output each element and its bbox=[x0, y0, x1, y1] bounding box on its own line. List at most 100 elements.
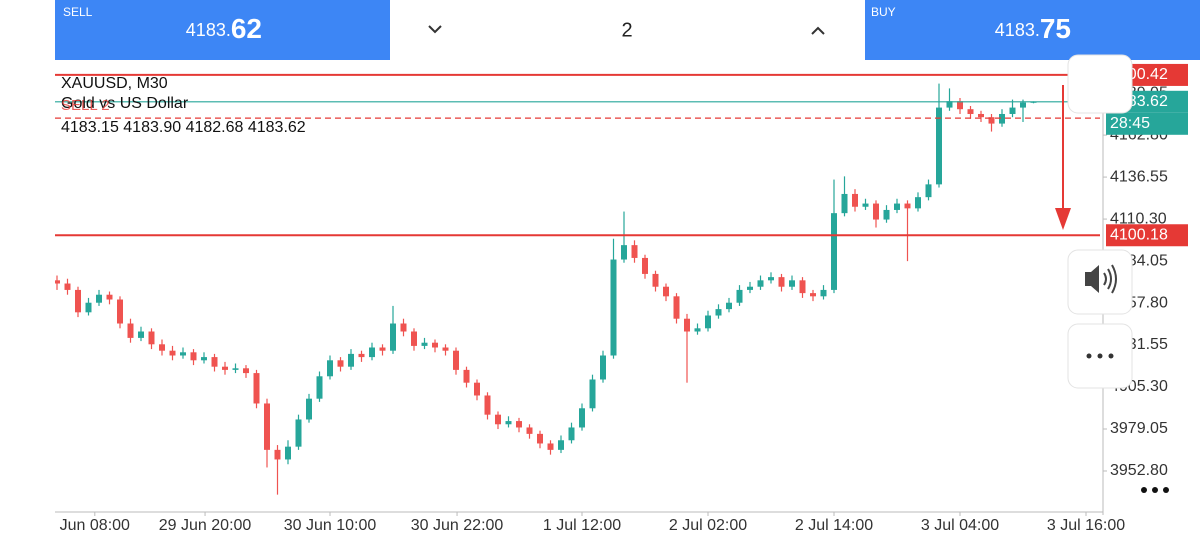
candle-body bbox=[316, 376, 323, 399]
x-tick-label: 2 Jul 02:00 bbox=[669, 517, 747, 534]
volume-increase[interactable] bbox=[811, 26, 825, 35]
candle-body bbox=[558, 440, 564, 450]
countdown: 28:45 bbox=[1110, 115, 1150, 132]
candle-body bbox=[55, 280, 60, 284]
speaker-waves bbox=[1103, 264, 1117, 294]
candle-body bbox=[810, 293, 816, 297]
candle-body bbox=[915, 197, 921, 209]
candle-body bbox=[411, 331, 417, 346]
candle-body bbox=[778, 277, 785, 287]
buy-price-pips: 75 bbox=[1040, 13, 1071, 44]
candle-body bbox=[85, 302, 92, 313]
candle-body bbox=[306, 398, 312, 420]
sell-price-main: 4183. bbox=[186, 20, 231, 40]
candle-body bbox=[852, 193, 858, 207]
candle-body bbox=[64, 283, 71, 290]
sound-button[interactable] bbox=[1067, 249, 1133, 315]
x-tick-label: 30 Jun 22:00 bbox=[411, 517, 504, 534]
candle-body bbox=[799, 280, 806, 294]
candle-body bbox=[736, 289, 743, 303]
sell-price-pips: 62 bbox=[231, 13, 262, 44]
candle-body bbox=[432, 342, 438, 348]
speaker-icon bbox=[1085, 265, 1099, 293]
candle-body bbox=[1020, 102, 1026, 108]
candle-body bbox=[358, 353, 365, 358]
floating-card[interactable] bbox=[1067, 54, 1133, 114]
x-tick-label: 3 Jul 04:00 bbox=[921, 517, 999, 534]
candle-body bbox=[463, 369, 470, 383]
candle-body bbox=[673, 296, 680, 319]
candle-body bbox=[883, 209, 890, 220]
volume-decrease[interactable] bbox=[428, 25, 442, 34]
candle-body bbox=[715, 309, 722, 316]
volume-box bbox=[390, 0, 865, 60]
candle-body bbox=[999, 113, 1005, 124]
candle-body bbox=[159, 344, 165, 351]
y-tick-label: 3979.05 bbox=[1110, 420, 1168, 437]
candle-body bbox=[904, 203, 911, 209]
candle-body bbox=[243, 368, 249, 374]
candle-body bbox=[253, 373, 260, 404]
candle-body bbox=[222, 366, 228, 370]
level-label-bg bbox=[1106, 224, 1188, 247]
x-tick-label: 2 Jul 14:00 bbox=[795, 517, 873, 534]
candle-body bbox=[348, 353, 354, 367]
menu-dot[interactable] bbox=[1163, 487, 1169, 493]
menu-dot[interactable] bbox=[1152, 487, 1158, 493]
candle-body bbox=[337, 360, 344, 367]
ohlc: 4183.15 4183.90 4182.68 4183.62 bbox=[61, 119, 306, 136]
candle-body bbox=[600, 355, 606, 380]
y-tick-label: 3952.80 bbox=[1110, 462, 1168, 479]
candle-body bbox=[96, 294, 102, 303]
x-tick-label: Jun 08:00 bbox=[60, 517, 130, 534]
candle-body bbox=[789, 280, 795, 287]
candle-body bbox=[442, 347, 449, 351]
candle-body bbox=[652, 273, 659, 287]
volume-value[interactable]: 2 bbox=[621, 19, 632, 41]
buy-price-main: 4183. bbox=[995, 20, 1040, 40]
symbol: XAUUSD, M30 bbox=[61, 75, 168, 92]
countdown-bg bbox=[1106, 112, 1188, 135]
x-tick-label: 1 Jul 12:00 bbox=[543, 517, 621, 534]
candle-body bbox=[610, 259, 617, 356]
candle-body bbox=[474, 382, 480, 396]
candle-body bbox=[957, 101, 963, 110]
buy-button[interactable] bbox=[865, 0, 1200, 60]
candle-body bbox=[747, 286, 753, 290]
buy-price: 4183.75 bbox=[995, 13, 1071, 44]
menu-dot[interactable] bbox=[1141, 487, 1147, 493]
candle-body bbox=[148, 331, 155, 345]
x-tick-label: 30 Jun 10:00 bbox=[284, 517, 377, 534]
candle-body bbox=[201, 357, 207, 361]
candle-body bbox=[642, 257, 648, 274]
candle-body bbox=[526, 427, 533, 434]
sell-price: 4183.62 bbox=[186, 13, 262, 44]
candle-body bbox=[295, 419, 302, 447]
candle-body bbox=[211, 357, 218, 367]
candle-body bbox=[820, 289, 827, 297]
candle-body bbox=[862, 203, 869, 207]
candle-body bbox=[946, 101, 953, 108]
candle-body bbox=[925, 184, 932, 198]
candle-body bbox=[726, 302, 732, 310]
candle-body bbox=[400, 323, 407, 332]
candle-body bbox=[967, 109, 974, 114]
candle-body bbox=[274, 449, 281, 460]
candle-body bbox=[390, 323, 396, 351]
candle-body bbox=[547, 443, 554, 450]
candle-body bbox=[621, 245, 627, 260]
more-dot bbox=[1108, 353, 1114, 359]
candle-body bbox=[831, 213, 837, 290]
candle-body bbox=[453, 350, 459, 370]
candle-body bbox=[190, 352, 197, 361]
candle-body bbox=[894, 203, 900, 210]
sell-button[interactable] bbox=[55, 0, 390, 60]
candle-body bbox=[579, 408, 585, 428]
candle-body bbox=[768, 277, 774, 281]
candle-body bbox=[138, 331, 144, 338]
description: Gold vs US Dollar bbox=[61, 95, 189, 112]
candle-body bbox=[505, 421, 512, 425]
candle-body bbox=[705, 315, 711, 329]
